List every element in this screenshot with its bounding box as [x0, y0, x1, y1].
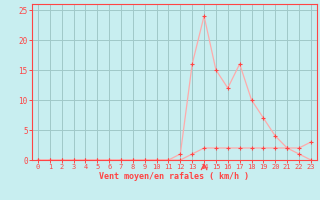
X-axis label: Vent moyen/en rafales ( km/h ): Vent moyen/en rafales ( km/h )	[100, 172, 249, 181]
